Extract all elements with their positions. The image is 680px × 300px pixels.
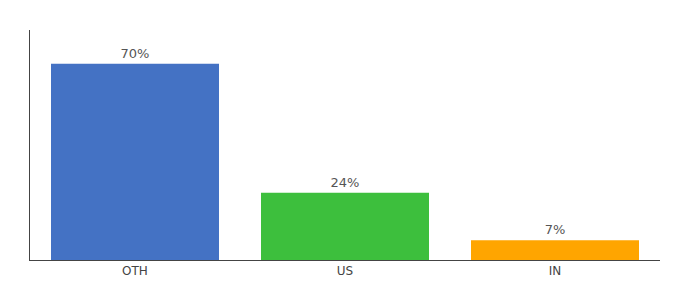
svg-text:24%: 24% (331, 175, 360, 190)
svg-text:US: US (337, 264, 353, 278)
svg-text:OTH: OTH (122, 264, 148, 278)
svg-text:IN: IN (549, 264, 562, 278)
svg-text:70%: 70% (121, 46, 150, 61)
svg-text:7%: 7% (545, 222, 566, 237)
